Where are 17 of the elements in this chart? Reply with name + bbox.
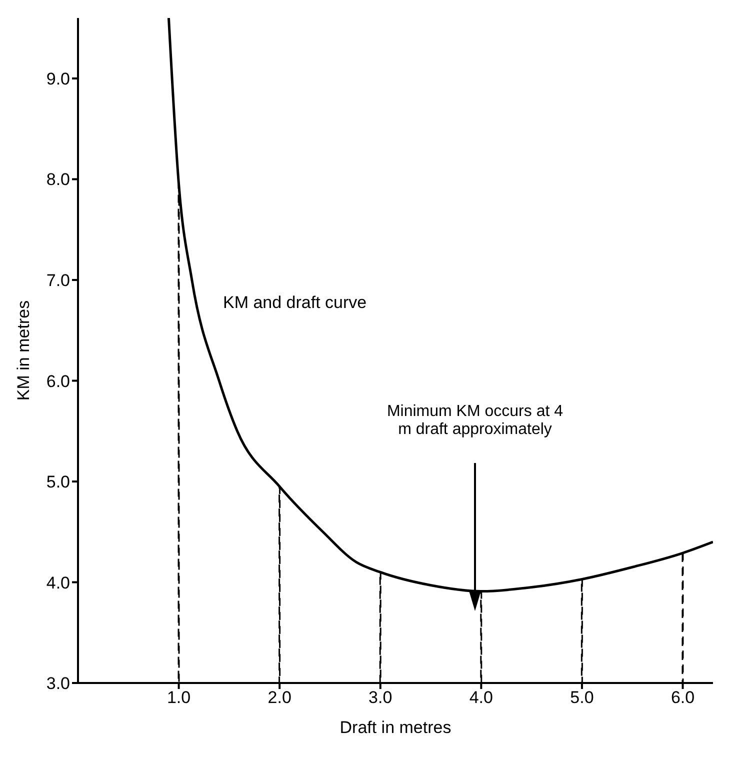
y-tick-label: 9.0 [46,69,70,88]
x-tick-label: 6.0 [670,688,695,708]
y-tick-label: 5.0 [46,472,70,492]
y-axis-title: KM in metres [14,300,34,401]
annotation: Minimum KM occurs at 4 m draft approximately [386,403,564,439]
y-tick-label: 3.0 [46,674,70,694]
x-tick-label: 5.0 [570,688,594,708]
y-tick-label: 6.0 [46,372,70,391]
y-tick-label: 7.0 [46,271,70,290]
x-axis-title: Draft in metres [340,718,452,737]
y-tick-label: 4.0 [46,573,70,592]
y-tick-label: 8.0 [46,170,70,190]
x-tick-label: 3.0 [368,688,392,708]
annotation: KM and draft curve [223,293,367,313]
x-tick-label: 4.0 [469,688,493,708]
x-tick-label: 2.0 [268,688,292,708]
x-tick-label: 1.0 [166,688,191,708]
